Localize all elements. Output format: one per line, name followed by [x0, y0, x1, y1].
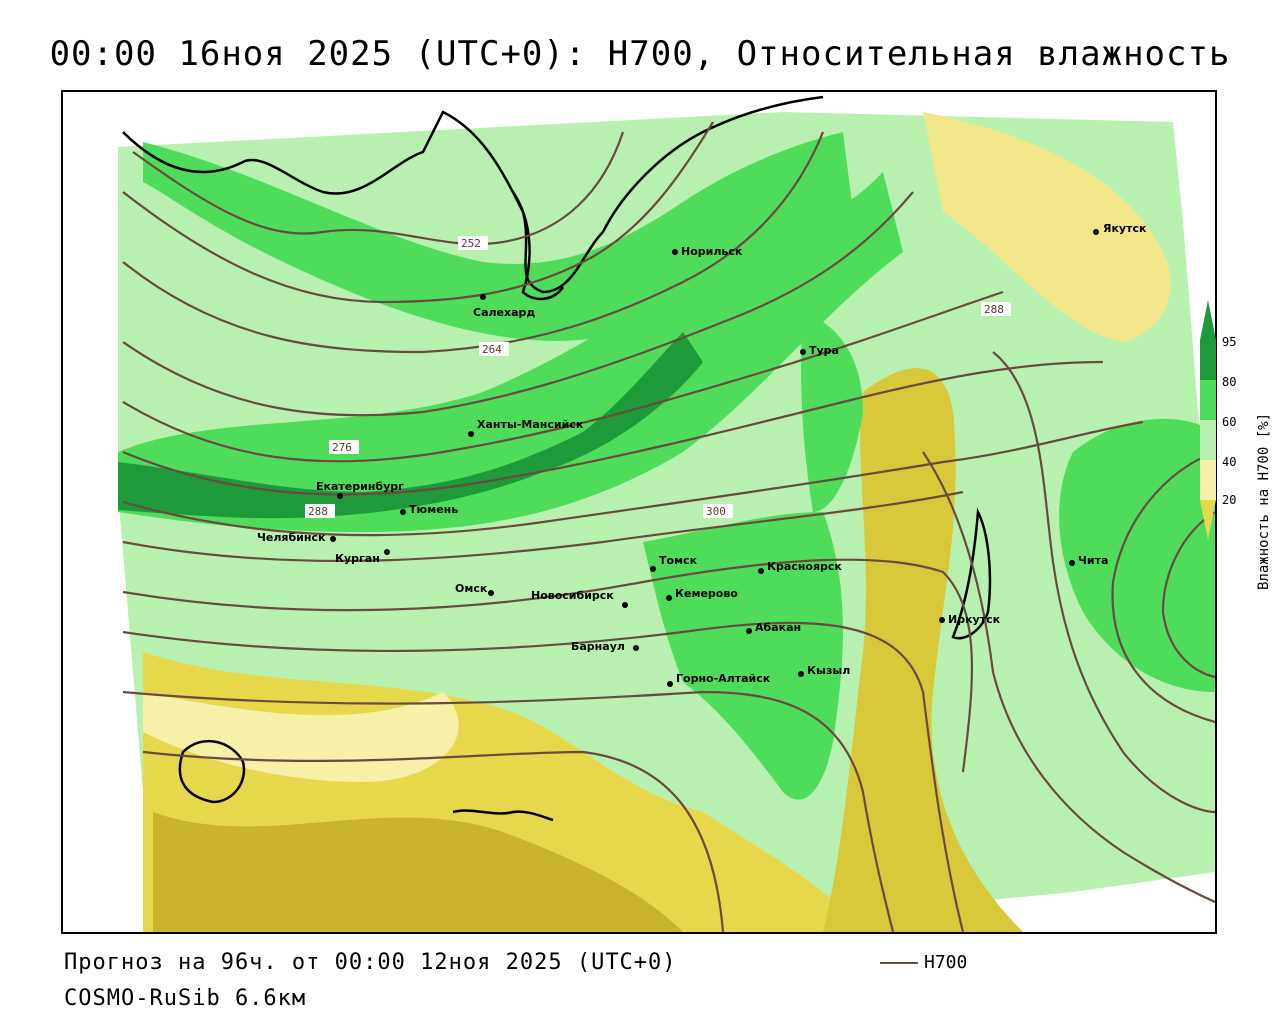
contour-line — [122, 621, 965, 932]
city-dot — [667, 681, 673, 687]
city-label-novosibirsk: Новосибирск — [531, 589, 614, 602]
city-dot — [400, 509, 406, 515]
city-label-tura: Тура — [809, 344, 839, 357]
contour-line — [142, 750, 725, 932]
city-label-tyumen: Тюмень — [409, 503, 458, 516]
contour-label: 288 — [984, 303, 1004, 316]
contour-label: 264 — [482, 343, 502, 356]
city-dot — [798, 671, 804, 677]
contour-line — [122, 191, 914, 417]
model-info: COSMO-RuSib 6.6км — [64, 986, 307, 1011]
city-dot — [650, 566, 656, 572]
city-dot — [337, 493, 343, 499]
contour-line — [992, 351, 1215, 814]
map-title: 00:00 16ноя 2025 (UTC+0): H700, Относите… — [49, 34, 1231, 74]
humidity-field-dry-northeast — [923, 112, 1171, 342]
forecast-info: Прогноз на 96ч. от 00:00 12ноя 2025 (UTC… — [64, 950, 677, 975]
city-label-kyzyl: Кызыл — [807, 664, 850, 677]
humidity-map: 252 264 276 288 288 300 Якутск Норильск … — [63, 92, 1215, 932]
contour-line — [122, 490, 964, 563]
city-label-yekaterinburg: Екатеринбург — [316, 480, 404, 493]
contour-line — [1161, 511, 1215, 679]
city-dot — [488, 590, 494, 596]
city-label-kurgan: Курган — [335, 552, 380, 565]
humidity-colorbar — [1200, 300, 1216, 540]
contour-line — [122, 558, 974, 773]
contour-line — [132, 131, 625, 246]
city-dot — [746, 628, 752, 634]
map-panel: 252 264 276 288 288 300 Якутск Норильск … — [61, 90, 1217, 934]
contour-line — [122, 360, 1104, 496]
city-label-kemerovo: Кемерово — [675, 587, 738, 600]
city-dot — [800, 349, 806, 355]
humidity-field-green-east — [1059, 418, 1215, 692]
humidity-field-green-band — [118, 172, 903, 532]
city-dot — [330, 536, 336, 542]
legend-tick: 60 — [1222, 415, 1237, 429]
contour-legend-label: H700 — [924, 952, 968, 973]
city-dot — [480, 294, 486, 300]
contour-line — [122, 290, 1004, 463]
legend-tick: 20 — [1222, 493, 1237, 507]
city-dot — [672, 249, 678, 255]
contour-label: 288 — [308, 505, 328, 518]
city-dot — [666, 595, 672, 601]
yamal-peninsula — [511, 191, 565, 301]
city-label-chita: Чита — [1078, 554, 1108, 567]
contour-line — [122, 131, 825, 354]
contour-line — [922, 451, 1215, 904]
contour-labels: 252 264 276 288 288 300 — [305, 236, 1011, 518]
city-markers: Якутск Норильск Салехард Тура Ханты-Манс… — [257, 222, 1147, 687]
city-dot — [758, 568, 764, 574]
city-dot — [1093, 229, 1099, 235]
humidity-field-green-north — [143, 132, 853, 341]
legend-title: Влажность на H700 [%] — [1256, 412, 1272, 590]
contour-line — [122, 690, 895, 932]
humidity-field-very-dry-south — [153, 812, 683, 932]
city-dot — [622, 602, 628, 608]
city-label-salekhard: Салехард — [473, 306, 535, 319]
city-dot — [384, 549, 390, 555]
legend-tick: 40 — [1222, 455, 1237, 469]
humidity-field-green-tura — [801, 312, 863, 512]
contour-line — [1111, 450, 1215, 724]
humidity-field-dark-green-core — [118, 332, 703, 519]
city-dot — [468, 431, 474, 437]
city-label-omsk: Омск — [455, 582, 488, 595]
city-dot — [939, 617, 945, 623]
aral-sea-outline — [178, 739, 246, 804]
contour-legend-line — [880, 961, 918, 964]
contour-label: 252 — [461, 237, 481, 250]
city-label-abakan: Абакан — [755, 621, 801, 634]
city-label-krasnoyarsk: Красноярск — [767, 560, 842, 573]
lake-balkhash — [452, 809, 554, 822]
contour-line — [122, 121, 714, 304]
contour-line — [122, 420, 1144, 537]
legend-tick: 80 — [1222, 375, 1237, 389]
city-label-tomsk: Томск — [659, 554, 698, 567]
city-label-barnaul: Барнаул — [571, 640, 625, 653]
city-label-chelyabinsk: Челябинск — [257, 531, 326, 544]
city-label-norilsk: Норильск — [681, 245, 743, 258]
city-label-khanty-mansiysk: Ханты-Мансийск — [477, 418, 584, 431]
contour-legend: H700 — [880, 952, 967, 973]
city-label-gorno-altaysk: Горно-Алтайск — [676, 672, 771, 685]
city-dot — [633, 645, 639, 651]
city-label-yakutsk: Якутск — [1103, 222, 1147, 235]
city-label-irkutsk: Иркутск — [948, 613, 1001, 626]
humidity-field-dry-center — [823, 368, 1023, 932]
humidity-field-green-krasnoyarsk — [643, 512, 843, 800]
h700-contours — [122, 121, 1215, 932]
legend-tick: 95 — [1222, 335, 1237, 349]
city-dot — [1069, 560, 1075, 566]
contour-label: 276 — [332, 441, 352, 454]
contour-label: 300 — [706, 505, 726, 518]
